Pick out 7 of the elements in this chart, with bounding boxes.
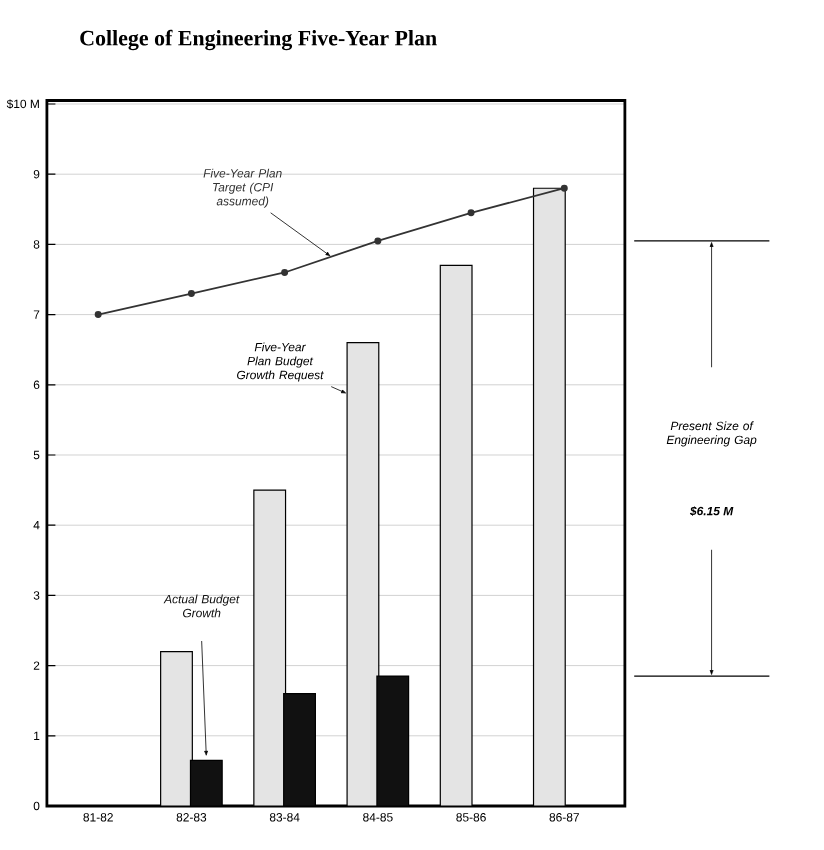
point xyxy=(467,209,475,217)
point xyxy=(374,237,382,245)
point xyxy=(281,268,289,276)
point xyxy=(94,311,102,319)
chart-title: College of Engineering Five-Year Plan xyxy=(80,29,437,51)
point xyxy=(187,290,195,298)
point xyxy=(560,184,568,192)
